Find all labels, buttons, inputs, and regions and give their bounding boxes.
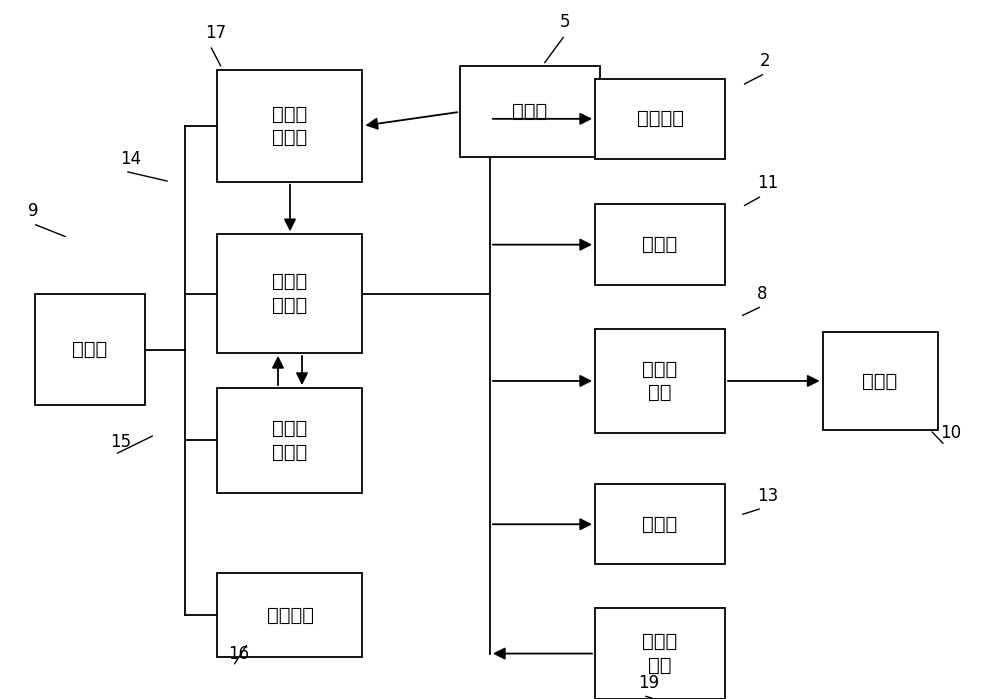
Text: 14: 14 (120, 150, 141, 168)
Text: 位移传
感器: 位移传 感器 (642, 633, 678, 675)
Text: 11: 11 (757, 174, 778, 192)
Bar (822, 332, 938, 430)
Text: 19: 19 (638, 674, 659, 692)
Text: 通讯模块: 通讯模块 (266, 605, 314, 625)
Bar (595, 204, 725, 285)
Bar (595, 79, 725, 159)
Bar (217, 234, 362, 353)
Text: 注塑机: 注塑机 (642, 235, 678, 254)
Text: 5: 5 (560, 13, 570, 31)
Text: 17: 17 (205, 24, 226, 42)
Text: 10: 10 (940, 424, 961, 442)
Text: 控制箱: 控制箱 (72, 340, 108, 359)
Bar (217, 573, 362, 657)
Bar (217, 388, 362, 493)
Text: 逻辑控
制模块: 逻辑控 制模块 (272, 273, 308, 315)
Text: 上料夹具: 上料夹具 (637, 109, 684, 129)
Bar (595, 329, 725, 433)
Text: 时间继
电模块: 时间继 电模块 (272, 419, 308, 461)
Text: 8: 8 (757, 284, 768, 303)
Text: 13: 13 (757, 487, 778, 505)
Bar (595, 608, 725, 699)
Text: 出料带: 出料带 (642, 514, 678, 534)
Text: 15: 15 (110, 433, 131, 451)
Bar (35, 294, 145, 405)
Text: 输入输
出模块: 输入输 出模块 (272, 105, 308, 147)
Text: 转运机
器人: 转运机 器人 (642, 360, 678, 402)
Text: 夹模板: 夹模板 (862, 371, 898, 391)
Text: 16: 16 (228, 644, 249, 663)
Bar (460, 66, 600, 157)
Bar (217, 70, 362, 182)
Text: 显示屏: 显示屏 (512, 102, 548, 122)
Bar (595, 484, 725, 565)
Text: 9: 9 (28, 202, 38, 220)
Text: 2: 2 (760, 52, 771, 70)
